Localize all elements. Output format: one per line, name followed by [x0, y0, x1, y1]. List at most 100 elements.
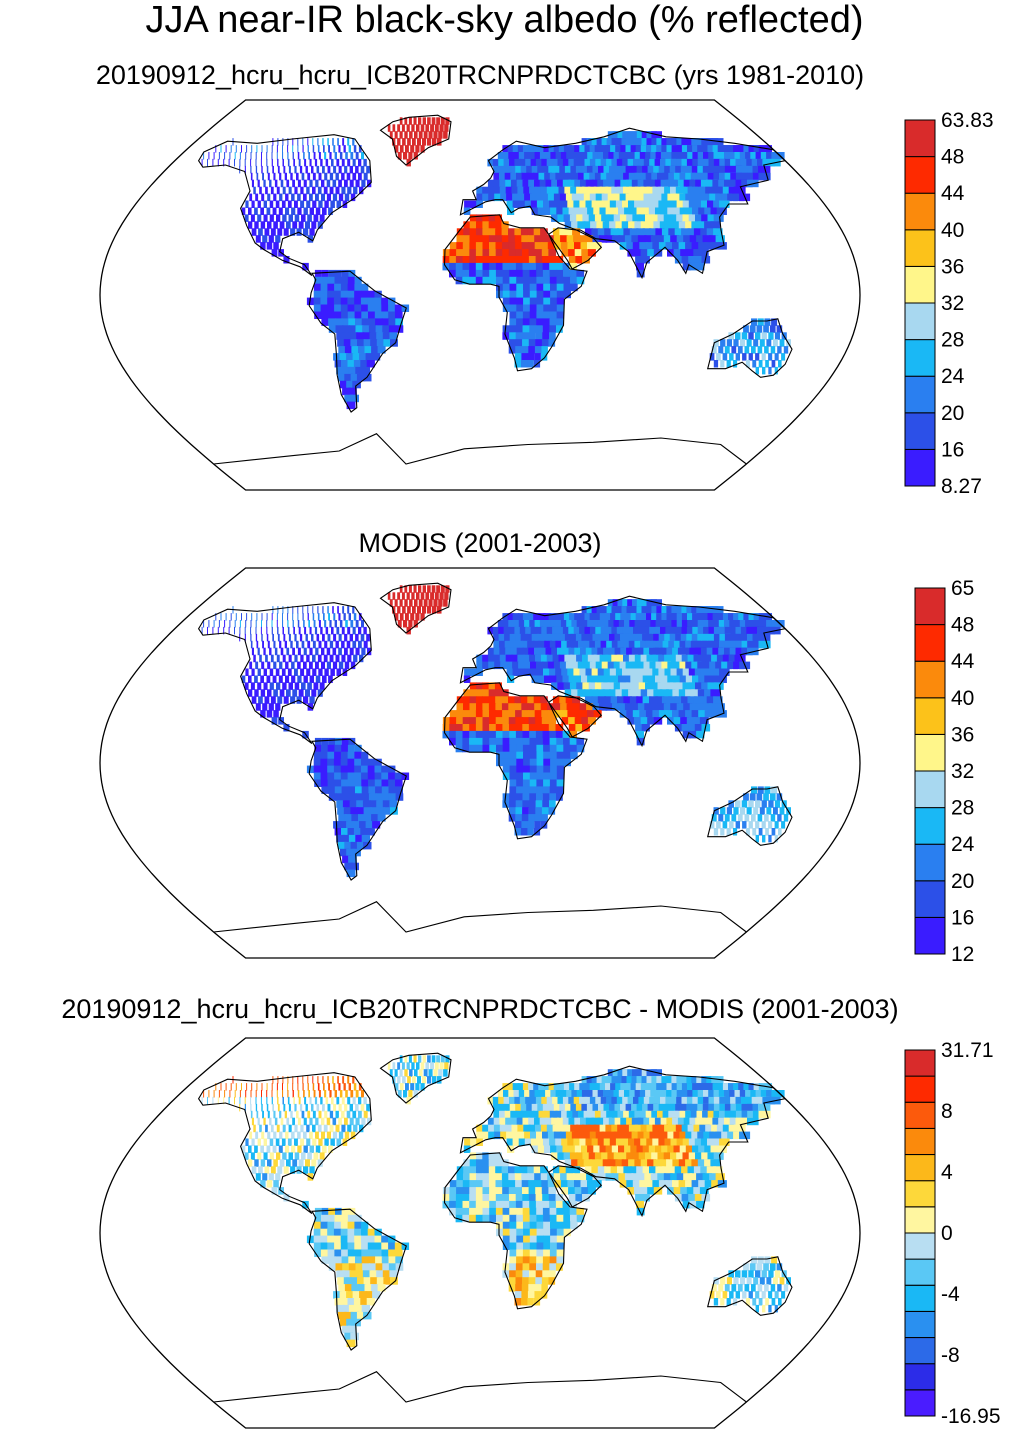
grid-cell	[687, 1124, 698, 1133]
grid-cell	[495, 737, 504, 746]
grid-cell	[565, 1131, 574, 1140]
grid-cell	[469, 1180, 477, 1188]
grid-cell	[571, 620, 580, 628]
grid-cell	[541, 626, 549, 635]
grid-cell	[755, 1270, 761, 1278]
grid-cell	[508, 717, 517, 725]
grid-cell	[276, 214, 281, 222]
grid-cell	[499, 647, 507, 656]
grid-cell	[495, 242, 503, 250]
grid-cell	[348, 1083, 351, 1091]
grid-cell	[327, 304, 335, 312]
grid-cell	[611, 675, 621, 683]
grid-cell	[333, 821, 342, 829]
grid-cell	[741, 1117, 753, 1126]
grid-cell	[700, 647, 712, 656]
grid-cell	[301, 1152, 306, 1160]
grid-cell	[645, 682, 655, 690]
colorbar-tick-label: 44	[941, 182, 965, 205]
grid-cell	[640, 145, 651, 153]
grid-cell	[634, 221, 644, 229]
grid-cell	[361, 290, 369, 299]
grid-cell	[244, 1096, 246, 1105]
grid-cell	[538, 1110, 547, 1119]
grid-cell	[482, 186, 489, 195]
grid-cell	[308, 152, 310, 160]
grid-cell	[549, 325, 557, 333]
grid-cell	[318, 1090, 321, 1098]
grid-cell	[523, 758, 531, 767]
grid-cell	[562, 179, 571, 188]
grid-cell	[637, 235, 647, 243]
grid-cell	[562, 1096, 571, 1105]
grid-cell	[577, 1159, 586, 1167]
grid-cell	[694, 256, 704, 264]
grid-cell	[340, 1235, 349, 1244]
grid-cell	[555, 1090, 564, 1098]
grid-cell	[294, 200, 298, 208]
grid-cell	[327, 1242, 335, 1250]
grid-cell	[616, 1096, 627, 1105]
grid-cell	[312, 654, 316, 663]
grid-cell	[713, 339, 719, 347]
grid-cell	[543, 1249, 551, 1257]
grid-cell	[297, 620, 300, 628]
grid-cell	[261, 633, 263, 642]
grid-cell	[627, 1096, 638, 1105]
grid-cell	[482, 235, 490, 243]
colorbar-swatch	[904, 375, 936, 414]
grid-cell	[528, 346, 535, 354]
grid-cell	[340, 380, 349, 389]
grid-cell	[622, 131, 633, 139]
grid-cell	[318, 200, 323, 208]
grid-cell	[602, 1159, 612, 1167]
grid-cell	[776, 1263, 783, 1271]
grid-cell	[697, 193, 708, 202]
grid-cell	[349, 332, 358, 340]
grid-cell	[632, 1152, 642, 1160]
grid-cell	[570, 1103, 579, 1112]
grid-cell	[388, 1242, 396, 1250]
grid-cell	[709, 661, 720, 670]
grid-cell	[660, 1096, 671, 1105]
grid-cell	[543, 613, 551, 621]
grid-cell	[349, 1117, 354, 1126]
grid-cell	[288, 633, 291, 642]
grid-cell	[742, 1291, 747, 1299]
grid-cell	[550, 751, 558, 760]
grid-cell	[332, 647, 337, 656]
grid-cell	[344, 1311, 353, 1320]
grid-cell	[522, 1207, 531, 1216]
grid-cell	[285, 193, 289, 202]
grid-cell	[720, 1277, 726, 1285]
grid-cell	[658, 1103, 669, 1112]
grid-cell	[634, 186, 645, 195]
grid-cell	[536, 290, 544, 299]
grid-cell	[561, 1110, 570, 1119]
grid-cell	[399, 613, 404, 621]
grid-cell	[529, 311, 537, 319]
grid-cell	[445, 585, 450, 593]
grid-cell	[521, 1298, 528, 1306]
grid-cell	[515, 262, 524, 271]
grid-cell	[563, 1214, 571, 1223]
grid-cell	[254, 689, 259, 697]
grid-cell	[234, 152, 236, 160]
grid-cell	[372, 1291, 381, 1299]
grid-cell	[346, 1110, 351, 1119]
grid-cell	[322, 633, 325, 642]
grid-cell	[624, 152, 634, 160]
grid-cell	[367, 297, 376, 306]
grid-cell	[416, 124, 420, 132]
grid-cell	[601, 682, 610, 690]
grid-cell	[637, 703, 647, 711]
grid-cell	[571, 221, 580, 229]
grid-cell	[267, 640, 270, 649]
grid-cell	[522, 793, 530, 801]
grid-cell	[488, 1166, 496, 1174]
grid-cell	[475, 242, 484, 250]
grid-cell	[292, 620, 294, 628]
grid-cell	[462, 1187, 470, 1195]
grid-cell	[415, 1083, 420, 1091]
grid-cell	[629, 620, 639, 628]
